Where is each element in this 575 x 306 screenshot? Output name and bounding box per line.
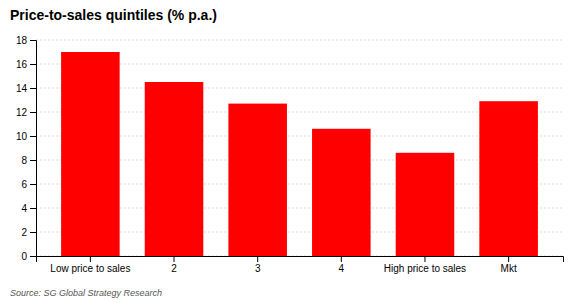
tick: Low price to sales bbox=[50, 256, 130, 274]
tick-mark bbox=[30, 184, 36, 185]
chart: Price-to-sales quintiles (% p.a.) 0 2 4 6 8 10… bbox=[0, 0, 575, 306]
bar bbox=[479, 101, 538, 256]
title: Price-to-sales quintiles (% p.a.) bbox=[10, 7, 217, 23]
bar bbox=[145, 82, 204, 256]
tick: 4 bbox=[339, 256, 345, 274]
tick: 12 bbox=[16, 107, 36, 118]
tick-mark bbox=[30, 160, 36, 161]
tick-mark bbox=[30, 208, 36, 209]
tick-mark bbox=[30, 64, 36, 65]
tick-label: 14 bbox=[16, 83, 28, 94]
tick: 2 bbox=[21, 227, 36, 238]
axis-line bbox=[37, 257, 564, 263]
tick-label: 4 bbox=[21, 203, 27, 214]
tick: 14 bbox=[16, 83, 36, 94]
tick-mark bbox=[30, 256, 36, 257]
x-axis: Low price to sales 2 3 4 High price to sales… bbox=[37, 256, 564, 274]
bar bbox=[312, 129, 371, 256]
tick-mark bbox=[341, 256, 342, 262]
tick-mark bbox=[424, 256, 425, 262]
tick-label: 10 bbox=[16, 131, 28, 142]
tick: 4 bbox=[21, 203, 36, 214]
tick: High price to sales bbox=[384, 256, 466, 274]
tick-label: 12 bbox=[16, 107, 28, 118]
tick-label: 2 bbox=[21, 227, 27, 238]
tick-mark bbox=[30, 136, 36, 137]
tick: 18 bbox=[16, 35, 36, 46]
tick-label: Low price to sales bbox=[50, 263, 130, 274]
tick-mark bbox=[508, 256, 509, 262]
tick: 10 bbox=[16, 131, 36, 142]
plot: 0 2 4 6 8 10 12 14 16 18 Low price to sales 2 3 4 High… bbox=[16, 35, 564, 274]
tick-mark bbox=[174, 256, 175, 262]
annotation: Source: SG Global Strategy Research bbox=[10, 288, 162, 298]
y-axis: 0 2 4 6 8 10 12 14 16 18 bbox=[16, 35, 37, 262]
bar bbox=[228, 104, 287, 256]
bar bbox=[61, 52, 120, 256]
bar bbox=[396, 153, 455, 256]
tick-mark bbox=[30, 40, 36, 41]
tick-label: 3 bbox=[255, 263, 261, 274]
tick-label: 16 bbox=[16, 59, 28, 70]
tick: 6 bbox=[21, 179, 36, 190]
bars bbox=[61, 52, 538, 256]
tick-label: High price to sales bbox=[384, 263, 466, 274]
tick-mark bbox=[30, 232, 36, 233]
axis-line bbox=[30, 41, 37, 257]
tick-mark bbox=[30, 112, 36, 113]
tick-mark bbox=[90, 256, 91, 262]
tick-label: 0 bbox=[21, 251, 27, 262]
tick-label: 2 bbox=[171, 263, 177, 274]
tick-mark bbox=[257, 256, 258, 262]
tick-label: 8 bbox=[21, 155, 27, 166]
grid bbox=[36, 40, 563, 256]
tick: 3 bbox=[255, 256, 261, 274]
tick: 16 bbox=[16, 59, 36, 70]
tick-label: 4 bbox=[339, 263, 345, 274]
tick: 8 bbox=[21, 155, 36, 166]
tick-mark bbox=[30, 88, 36, 89]
tick: 2 bbox=[171, 256, 177, 274]
tick: 0 bbox=[21, 251, 36, 262]
grid-line bbox=[36, 40, 563, 41]
tick-label: Mkt bbox=[501, 263, 517, 274]
tick: Mkt bbox=[501, 256, 517, 274]
tick-label: 6 bbox=[21, 179, 27, 190]
tick-label: 18 bbox=[16, 35, 28, 46]
